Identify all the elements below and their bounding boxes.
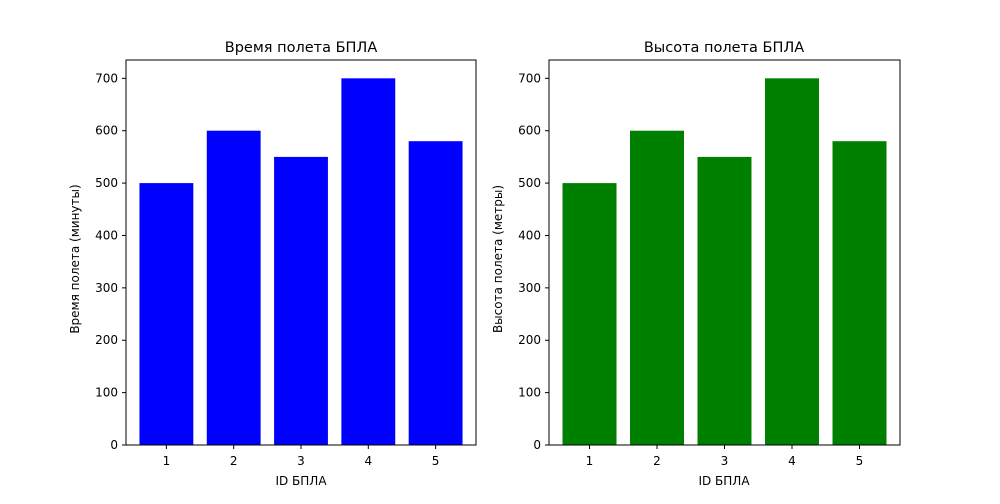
y-tick-label: 700 [518,71,541,85]
y-tick-label: 100 [518,386,541,400]
y-tick-label: 600 [95,124,118,138]
bar-4 [765,78,819,445]
y-tick-label: 500 [518,176,541,190]
x-tick-label: 5 [432,454,440,468]
y-tick-label: 300 [518,281,541,295]
x-tick-label: 4 [364,454,372,468]
y-tick-label: 300 [95,281,118,295]
y-axis-label: Высота полета (метры) [491,185,505,333]
flight-time-chart: Время полета БПЛА ID БПЛА Время полета (… [68,40,477,488]
x-tick-label: 2 [230,454,238,468]
bar-3 [697,156,752,445]
flight-altitude-chart: Высота полета БПЛА ID БПЛА Высота полета… [491,40,901,488]
bar-2 [630,130,684,445]
y-tick-label: 500 [95,176,118,190]
bar-5 [408,141,463,445]
bar-4 [341,78,396,445]
x-tick-label: 2 [653,454,661,468]
y-tick-label: 100 [95,386,118,400]
x-tick-label: 5 [856,454,864,468]
y-tick-label: 0 [533,438,541,452]
x-tick-label: 4 [788,454,796,468]
x-tick-label: 3 [297,454,305,468]
y-tick-label: 400 [95,228,118,242]
chart-title: Время полета БПЛА [225,40,378,56]
x-tick-label: 1 [163,454,171,468]
y-tick-label: 0 [110,438,118,452]
x-tick-label: 1 [586,454,594,468]
x-tick-label: 3 [721,454,729,468]
y-axis-label: Время полета (минуты) [68,184,82,333]
x-axis-label: ID БПЛА [698,474,750,488]
y-tick-label: 200 [518,333,541,347]
x-axis-label: ID БПЛА [275,474,327,488]
chart-title: Высота полета БПЛА [644,40,804,56]
bar-1 [562,183,617,445]
bar-3 [274,156,328,445]
y-tick-label: 400 [518,228,541,242]
y-tick-label: 700 [95,71,118,85]
bar-1 [139,183,194,445]
y-tick-label: 200 [95,333,118,347]
bar-2 [206,130,261,445]
bar-5 [832,141,887,445]
y-tick-label: 600 [518,124,541,138]
